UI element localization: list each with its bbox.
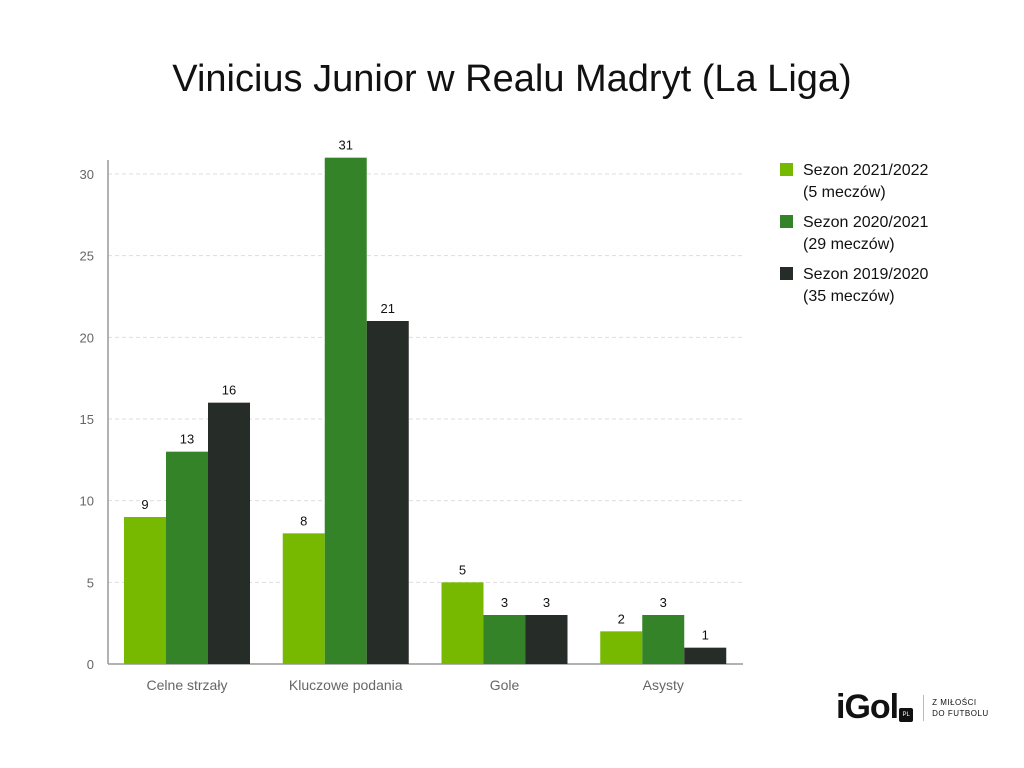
bar xyxy=(208,402,250,664)
y-tick-label: 0 xyxy=(87,657,94,672)
logo-tagline: Z MIŁOŚCI DO FUTBOLU xyxy=(932,697,989,718)
bar xyxy=(366,321,409,664)
bar xyxy=(441,582,484,664)
y-tick-label: 20 xyxy=(80,330,94,345)
data-label: 16 xyxy=(222,383,236,398)
data-label: 3 xyxy=(660,595,667,610)
bar xyxy=(483,615,526,664)
bar xyxy=(600,631,643,664)
legend-label: Sezon 2021/2022 xyxy=(803,162,929,179)
data-label: 31 xyxy=(339,138,353,153)
bar xyxy=(166,451,208,664)
legend-label: Sezon 2020/2021 xyxy=(803,214,929,231)
legend-item-2021-2022: Sezon 2021/2022 (5 meczów) xyxy=(780,160,980,204)
logo-badge: PL xyxy=(899,707,914,722)
data-label: 3 xyxy=(543,595,550,610)
legend-swatch xyxy=(780,215,793,228)
legend-swatch xyxy=(780,163,793,176)
x-tick-label: Celne strzały xyxy=(147,677,228,693)
legend-swatch xyxy=(780,267,793,280)
data-label: 9 xyxy=(141,497,148,512)
data-label: 3 xyxy=(501,595,508,610)
data-label: 5 xyxy=(459,562,466,577)
data-label: 13 xyxy=(180,432,194,447)
bar xyxy=(684,647,727,664)
y-tick-label: 10 xyxy=(80,494,94,509)
bar xyxy=(282,533,325,664)
y-tick-label: 25 xyxy=(80,249,94,264)
legend-sublabel: (5 meczów) xyxy=(803,184,886,201)
legend: Sezon 2021/2022 (5 meczów) Sezon 2020/20… xyxy=(780,160,980,316)
x-tick-label: Gole xyxy=(490,677,520,693)
logo-divider xyxy=(923,694,925,721)
legend-label: Sezon 2019/2020 xyxy=(803,266,929,283)
x-tick-label: Asysty xyxy=(643,677,684,693)
y-tick-label: 30 xyxy=(80,167,94,182)
x-tick-label: Kluczowe podania xyxy=(289,677,403,693)
legend-sublabel: (29 meczów) xyxy=(803,236,895,253)
data-label: 1 xyxy=(702,628,709,643)
bar xyxy=(525,615,568,664)
logo-word: iGol xyxy=(836,688,899,726)
legend-item-2020-2021: Sezon 2020/2021 (29 meczów) xyxy=(780,212,980,256)
chart-title: Vinicius Junior w Realu Madryt (La Liga) xyxy=(172,58,852,100)
y-tick-label: 15 xyxy=(80,412,94,427)
legend-sublabel: (35 meczów) xyxy=(803,288,895,305)
data-label: 8 xyxy=(300,513,307,528)
data-label: 21 xyxy=(381,301,395,316)
igol-logo: iGol PL Z MIŁOŚCI DO FUTBOLU xyxy=(836,688,989,727)
bar xyxy=(324,157,367,664)
data-label: 2 xyxy=(618,611,625,626)
y-tick-label: 5 xyxy=(87,575,94,590)
legend-item-2019-2020: Sezon 2019/2020 (35 meczów) xyxy=(780,264,980,308)
bar xyxy=(642,615,685,664)
bar xyxy=(124,517,166,664)
